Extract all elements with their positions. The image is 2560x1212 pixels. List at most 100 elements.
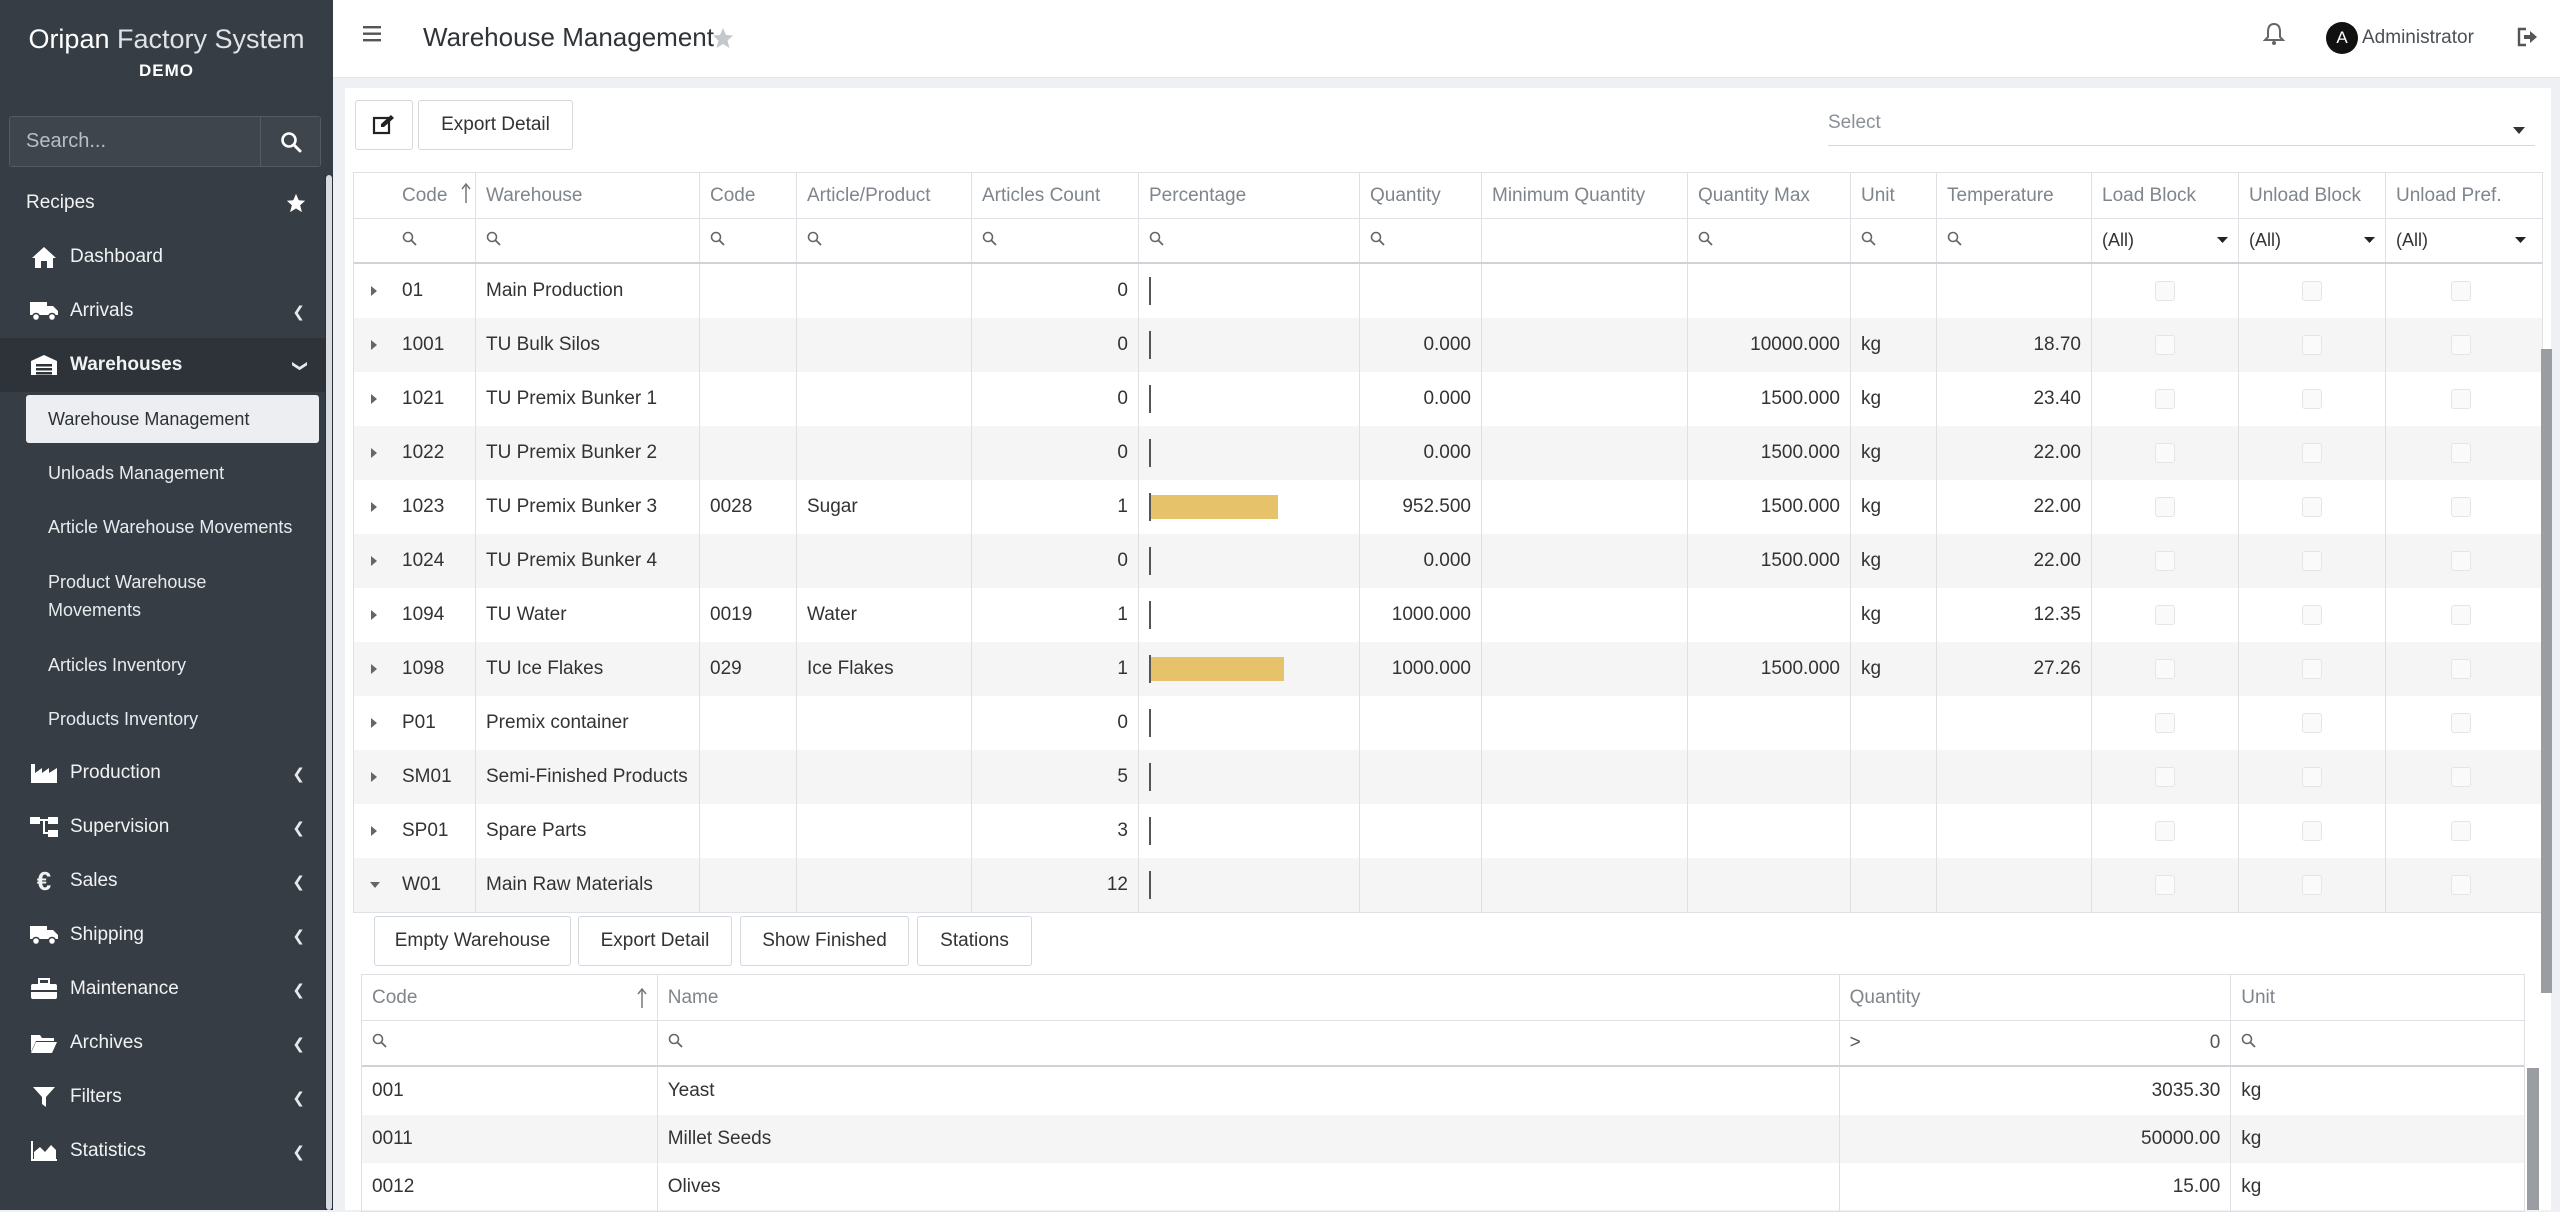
- sidebar-search-input[interactable]: [10, 117, 260, 166]
- grid-cell-unload-pref[interactable]: [2386, 264, 2536, 318]
- sidebar-item-supervision[interactable]: Supervision ❮: [0, 800, 333, 854]
- grid-cell-unload-pref[interactable]: [2386, 480, 2536, 534]
- view-select[interactable]: Select: [1828, 100, 2535, 146]
- brand[interactable]: Oripan Factory System DEMO: [0, 0, 333, 98]
- detail-filter-code[interactable]: [362, 1021, 658, 1065]
- grid-cell-unload-pref[interactable]: [2386, 642, 2536, 696]
- grid-cell-unload-pref[interactable]: [2386, 588, 2536, 642]
- grid-cell-unload-block[interactable]: [2239, 642, 2386, 696]
- empty-warehouse-button[interactable]: Empty Warehouse: [374, 916, 571, 966]
- grid-cell-load-block[interactable]: [2092, 804, 2239, 858]
- export-detail-button[interactable]: Export Detail: [418, 100, 573, 150]
- detail-col-quantity[interactable]: Quantity: [1840, 975, 2232, 1020]
- filter-quantity-max[interactable]: [1688, 219, 1851, 262]
- grid-cell-unload-pref[interactable]: [2386, 858, 2536, 912]
- expand-caret-icon[interactable]: [370, 718, 402, 728]
- sidebar-item-dashboard[interactable]: Dashboard: [0, 230, 333, 284]
- sidebar-sub-warehouse-management[interactable]: Warehouse Management: [26, 395, 319, 443]
- sidebar-item-shipping[interactable]: Shipping ❮: [0, 908, 333, 962]
- checkbox[interactable]: [2155, 875, 2175, 895]
- table-row[interactable]: 1094 TU Water 0019 Water 1 1000.000 kg 12.35: [354, 588, 2542, 642]
- expand-caret-icon[interactable]: [370, 340, 402, 350]
- grid-cell-unload-pref[interactable]: [2386, 318, 2536, 372]
- checkbox[interactable]: [2155, 443, 2175, 463]
- checkbox[interactable]: [2451, 821, 2471, 841]
- checkbox[interactable]: [2451, 443, 2471, 463]
- sidebar-sub-articles-inventory[interactable]: Articles Inventory: [26, 638, 319, 692]
- col-header-minimum-quantity[interactable]: Minimum Quantity: [1482, 173, 1688, 218]
- logout-icon[interactable]: [2517, 27, 2539, 52]
- grid-cell-unload-pref[interactable]: [2386, 534, 2536, 588]
- table-row[interactable]: SP01 Spare Parts 3: [354, 804, 2542, 858]
- detail-col-code[interactable]: Code: [362, 975, 658, 1020]
- expand-caret-icon[interactable]: [370, 664, 402, 674]
- checkbox[interactable]: [2451, 875, 2471, 895]
- col-header-temperature[interactable]: Temperature: [1937, 173, 2092, 218]
- col-header-warehouse[interactable]: Warehouse: [476, 173, 700, 218]
- filter-article-code[interactable]: [700, 219, 797, 262]
- checkbox[interactable]: [2451, 335, 2471, 355]
- grid-cell-load-block[interactable]: [2092, 588, 2239, 642]
- table-row[interactable]: 1001 TU Bulk Silos 0 0.000 10000.000 kg 18.70: [354, 318, 2542, 372]
- col-header-load-block[interactable]: Load Block: [2092, 173, 2239, 218]
- grid-cell-load-block[interactable]: [2092, 696, 2239, 750]
- checkbox[interactable]: [2302, 605, 2322, 625]
- sidebar-item-production[interactable]: Production ❮: [0, 746, 333, 800]
- checkbox[interactable]: [2451, 605, 2471, 625]
- favorite-star-icon[interactable]: [711, 26, 735, 55]
- checkbox[interactable]: [2451, 281, 2471, 301]
- checkbox[interactable]: [2302, 551, 2322, 571]
- filter-quantity[interactable]: [1360, 219, 1482, 262]
- grid-cell-load-block[interactable]: [2092, 858, 2239, 912]
- checkbox[interactable]: [2155, 605, 2175, 625]
- expand-caret-icon[interactable]: [370, 772, 402, 782]
- table-row[interactable]: 1023 TU Premix Bunker 3 0028 Sugar 1 952.500 1…: [354, 480, 2542, 534]
- grid-cell-load-block[interactable]: [2092, 372, 2239, 426]
- grid-cell-unload-pref[interactable]: [2386, 426, 2536, 480]
- detail-filter-quantity[interactable]: >0: [1840, 1021, 2232, 1065]
- grid-cell-unload-block[interactable]: [2239, 264, 2386, 318]
- bell-icon[interactable]: [2262, 22, 2286, 51]
- grid-cell-unload-pref[interactable]: [2386, 750, 2536, 804]
- expand-caret-icon[interactable]: [370, 610, 402, 620]
- col-header-article[interactable]: Article/Product: [797, 173, 972, 218]
- grid-cell-unload-pref[interactable]: [2386, 372, 2536, 426]
- expand-caret-icon[interactable]: [370, 286, 402, 296]
- col-header-article-code[interactable]: Code: [700, 173, 797, 218]
- col-header-percentage[interactable]: Percentage: [1139, 173, 1360, 218]
- grid-scrollbar[interactable]: [2541, 349, 2552, 993]
- edit-button[interactable]: [355, 100, 413, 150]
- checkbox[interactable]: [2302, 389, 2322, 409]
- checkbox[interactable]: [2155, 821, 2175, 841]
- col-header-quantity[interactable]: Quantity: [1360, 173, 1482, 218]
- checkbox[interactable]: [2451, 497, 2471, 517]
- checkbox[interactable]: [2155, 389, 2175, 409]
- filter-quantity-value[interactable]: 0: [2209, 1032, 2221, 1053]
- grid-cell-unload-block[interactable]: [2239, 426, 2386, 480]
- table-row[interactable]: P01 Premix container 0: [354, 696, 2542, 750]
- checkbox[interactable]: [2155, 713, 2175, 733]
- checkbox[interactable]: [2451, 767, 2471, 787]
- checkbox[interactable]: [2155, 659, 2175, 679]
- user-name[interactable]: Administrator: [2362, 27, 2474, 48]
- sidebar-item-maintenance[interactable]: Maintenance ❮: [0, 962, 333, 1016]
- menu-toggle-icon[interactable]: [363, 25, 383, 48]
- grid-cell-unload-block[interactable]: [2239, 858, 2386, 912]
- expand-caret-icon[interactable]: [370, 556, 402, 566]
- filter-unit[interactable]: [1851, 219, 1937, 262]
- checkbox[interactable]: [2451, 389, 2471, 409]
- star-icon[interactable]: [285, 192, 307, 218]
- checkbox[interactable]: [2155, 551, 2175, 571]
- filter-articles-count[interactable]: [972, 219, 1139, 262]
- col-header-articles-count[interactable]: Articles Count: [972, 173, 1139, 218]
- sidebar-sub-product-warehouse-movements[interactable]: Product Warehouse Movements: [26, 554, 319, 638]
- checkbox[interactable]: [2451, 551, 2471, 571]
- filter-temperature[interactable]: [1937, 219, 2092, 262]
- sidebar-item-sales[interactable]: € Sales ❮: [0, 854, 333, 908]
- table-row[interactable]: 0012 Olives 15.00 kg: [362, 1163, 2524, 1211]
- checkbox[interactable]: [2302, 281, 2322, 301]
- sidebar-scrollbar-thumb[interactable]: [326, 175, 332, 1210]
- sidebar-item-archives[interactable]: Archives ❮: [0, 1016, 333, 1070]
- sidebar-item-warehouses[interactable]: Warehouses ❮: [0, 338, 333, 392]
- table-row[interactable]: 0011 Millet Seeds 50000.00 kg: [362, 1115, 2524, 1163]
